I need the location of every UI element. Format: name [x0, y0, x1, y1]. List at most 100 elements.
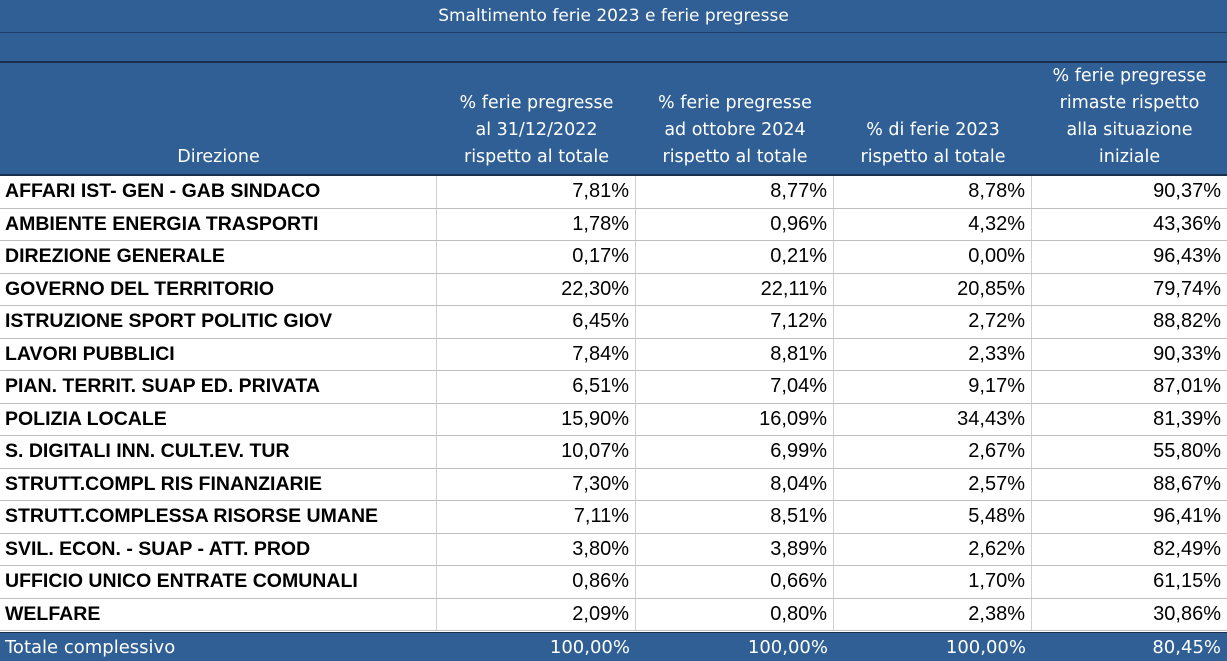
row-value-col2: 0,66% [636, 566, 834, 598]
blank-header-row [0, 33, 1227, 63]
table-row: ISTRUZIONE SPORT POLITIC GIOV 6,45% 7,12% 2… [0, 306, 1227, 339]
table-row: WELFARE 2,09% 0,80% 2,38% 30,86% [0, 598, 1227, 631]
row-value-col2: 8,51% [636, 501, 834, 533]
header-direzione: Direzione [0, 63, 437, 174]
table-row: DIREZIONE GENERALE 0,17% 0,21% 0,00% 96,43% [0, 241, 1227, 274]
header-col4: % ferie pregresse rimaste rispetto alla … [1032, 63, 1227, 174]
row-direzione-name: WELFARE [0, 598, 437, 630]
row-value-col1: 7,30% [437, 468, 636, 500]
row-value-col1: 7,84% [437, 338, 636, 370]
row-value-col2: 7,12% [636, 306, 834, 338]
row-direzione-name: DIREZIONE GENERALE [0, 241, 437, 273]
row-value-col1: 7,11% [437, 501, 636, 533]
row-value-col1: 2,09% [437, 598, 636, 630]
header-col4-label: % ferie pregresse rimaste rispetto alla … [1052, 66, 1207, 167]
row-value-col1: 6,45% [437, 306, 636, 338]
row-value-col4: 79,74% [1153, 277, 1221, 300]
row-value-col3: 34,43% [834, 403, 1032, 435]
row-value-col4: 43,36% [1153, 212, 1221, 235]
row-value-col2: 8,81% [636, 338, 834, 370]
table-row: GOVERNO DEL TERRITORIO 22,30% 22,11% 20,85%… [0, 273, 1227, 306]
row-direzione-name: POLIZIA LOCALE [0, 403, 437, 435]
header-col2-label: % ferie pregresse ad ottobre 2024 rispet… [658, 93, 812, 167]
table-row: LAVORI PUBBLICI 7,84% 8,81% 2,33% 90,33% [0, 338, 1227, 371]
row-value-col2: 0,80% [636, 598, 834, 630]
table-title-text: Smaltimento ferie 2023 e ferie pregresse [438, 6, 789, 26]
row-value-col4: 88,82% [1153, 310, 1221, 333]
row-value-col3: 20,85% [834, 273, 1032, 305]
table-body: AFFARI IST- GEN - GAB SINDACO 7,81% 8,77% 8… [0, 176, 1227, 631]
row-direzione-name: STRUTT.COMPL RIS FINANZIARIE [0, 468, 437, 500]
row-value-col4: 88,67% [1153, 472, 1221, 495]
row-value-col4: 55,80% [1153, 440, 1221, 463]
row-value-col1: 10,07% [437, 436, 636, 468]
table-row: PIAN. TERRIT. SUAP ED. PRIVATA 6,51% 7,04%… [0, 371, 1227, 404]
row-value-col3: 8,78% [834, 176, 1032, 208]
row-value-col4: 87,01% [1153, 375, 1221, 398]
row-direzione-name: GOVERNO DEL TERRITORIO [0, 273, 437, 305]
row-direzione-name: PIAN. TERRIT. SUAP ED. PRIVATA [0, 371, 437, 403]
row-value-col1: 7,81% [437, 176, 636, 208]
row-direzione-name: ISTRUZIONE SPORT POLITIC GIOV [0, 306, 437, 338]
total-value-col4: 80,45% [1152, 636, 1221, 658]
row-value-col4: 30,86% [1153, 602, 1221, 625]
row-value-col3: 2,33% [834, 338, 1032, 370]
row-value-col1: 1,78% [437, 208, 636, 240]
row-value-col2: 8,04% [636, 468, 834, 500]
total-row: Totale complessivo 100,00% 100,00% 100,0… [0, 632, 1227, 661]
row-value-col4: 96,43% [1153, 245, 1221, 268]
table-row: SVIL. ECON. - SUAP - ATT. PROD 3,80% 3,89%… [0, 533, 1227, 566]
row-direzione-name: AFFARI IST- GEN - GAB SINDACO [0, 176, 437, 208]
row-direzione-name: S. DIGITALI INN. CULT.EV. TUR [0, 436, 437, 468]
row-value-col2: 0,96% [636, 208, 834, 240]
row-value-col2: 16,09% [636, 403, 834, 435]
row-value-col3: 2,67% [834, 436, 1032, 468]
row-value-col2: 22,11% [636, 273, 834, 305]
row-value-col1: 0,17% [437, 241, 636, 273]
row-value-col1: 22,30% [437, 273, 636, 305]
table-row: AMBIENTE ENERGIA TRASPORTI 1,78% 0,96% 4,32… [0, 208, 1227, 241]
row-direzione-name: AMBIENTE ENERGIA TRASPORTI [0, 208, 437, 240]
row-value-col1: 3,80% [437, 533, 636, 565]
row-direzione-name: SVIL. ECON. - SUAP - ATT. PROD [0, 533, 437, 565]
total-value-col2: 100,00% [747, 636, 828, 658]
row-value-col3: 5,48% [834, 501, 1032, 533]
row-value-col3: 4,32% [834, 208, 1032, 240]
row-value-col4: 90,37% [1153, 180, 1221, 203]
row-direzione-name: UFFICIO UNICO ENTRATE COMUNALI [0, 566, 437, 598]
table-title: Smaltimento ferie 2023 e ferie pregresse [0, 0, 1227, 33]
table-row: UFFICIO UNICO ENTRATE COMUNALI 0,86% 0,66%… [0, 566, 1227, 599]
row-value-col3: 2,38% [834, 598, 1032, 630]
row-value-col3: 9,17% [834, 371, 1032, 403]
table-row: AFFARI IST- GEN - GAB SINDACO 7,81% 8,77% 8… [0, 176, 1227, 209]
row-value-col2: 3,89% [636, 533, 834, 565]
row-value-col2: 6,99% [636, 436, 834, 468]
row-value-col1: 0,86% [437, 566, 636, 598]
row-value-col3: 2,57% [834, 468, 1032, 500]
row-direzione-name: LAVORI PUBBLICI [0, 338, 437, 370]
row-value-col3: 2,62% [834, 533, 1032, 565]
row-value-col4: 81,39% [1153, 407, 1221, 430]
row-value-col2: 8,77% [636, 176, 834, 208]
row-direzione-name: STRUTT.COMPLESSA RISORSE UMANE [0, 501, 437, 533]
row-value-col3: 1,70% [834, 566, 1032, 598]
row-value-col4: 82,49% [1153, 537, 1221, 560]
column-header-row: Direzione % ferie pregresse al 31/12/202… [0, 63, 1227, 176]
total-value-col1: 100,00% [549, 636, 630, 658]
table-row: S. DIGITALI INN. CULT.EV. TUR 10,07% 6,99%… [0, 436, 1227, 469]
total-value-col3: 100,00% [945, 636, 1026, 658]
row-value-col4: 61,15% [1153, 570, 1221, 593]
row-value-col1: 6,51% [437, 371, 636, 403]
header-col3-label: % di ferie 2023 rispetto al totale [860, 120, 1006, 167]
row-value-col2: 7,04% [636, 371, 834, 403]
row-value-col3: 0,00% [834, 241, 1032, 273]
row-value-col3: 2,72% [834, 306, 1032, 338]
total-label: Totale complessivo [5, 636, 176, 658]
header-direzione-label: Direzione [177, 147, 260, 167]
row-value-col2: 0,21% [636, 241, 834, 273]
row-value-col1: 15,90% [437, 403, 636, 435]
table-row: STRUTT.COMPL RIS FINANZIARIE 7,30% 8,04% 2,… [0, 468, 1227, 501]
header-col2: % ferie pregresse ad ottobre 2024 rispet… [636, 63, 834, 174]
row-value-col4: 96,41% [1153, 505, 1221, 528]
